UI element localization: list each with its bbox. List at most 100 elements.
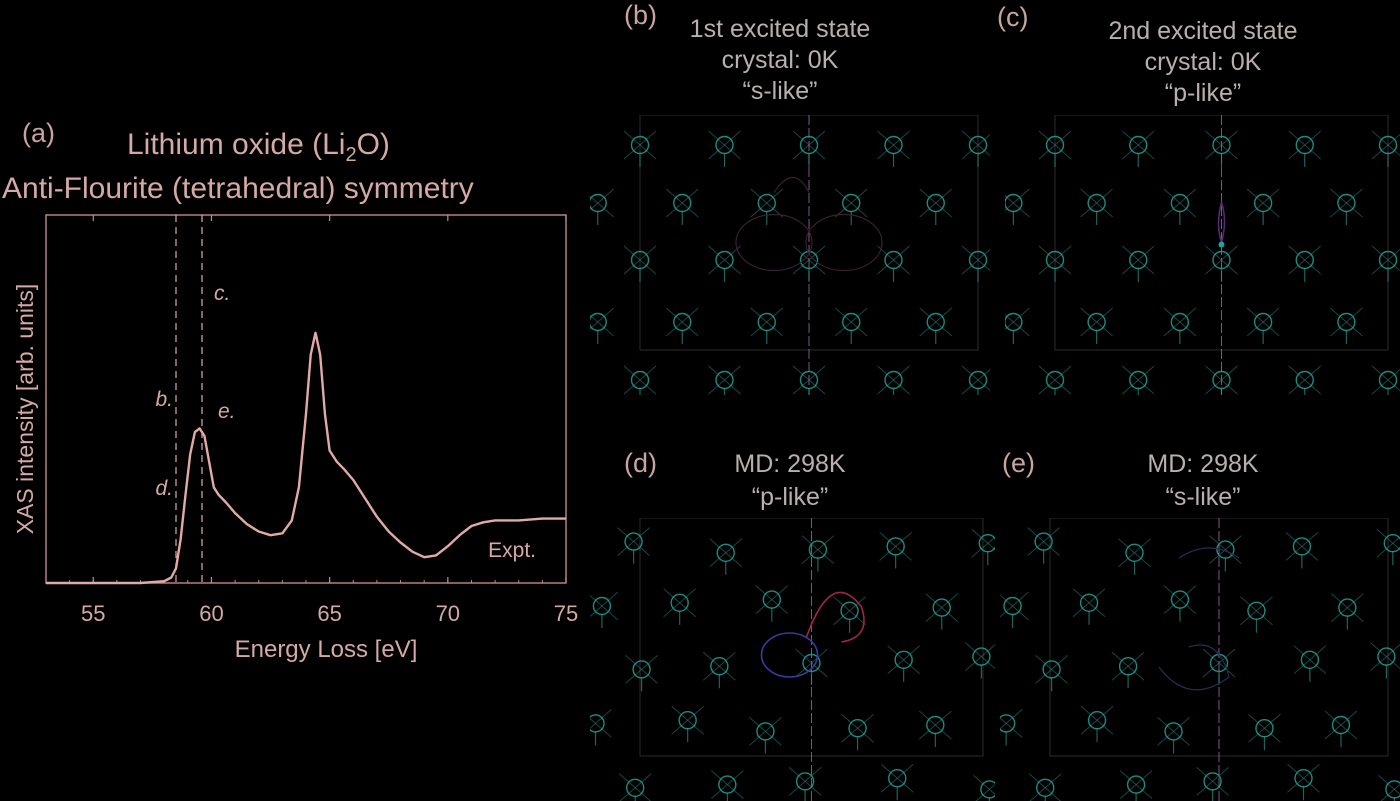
bond: [834, 321, 852, 337]
bond: [1005, 321, 1014, 330]
bond: [1288, 379, 1306, 395]
bond: [1196, 767, 1213, 782]
bond: [1370, 642, 1387, 657]
bond: [893, 144, 910, 160]
subplot-d-title: MD: 298K “p-like”: [665, 448, 915, 514]
bond: [708, 144, 725, 160]
atom: [1125, 543, 1144, 562]
bond: [977, 144, 990, 157]
bond: [1347, 593, 1364, 608]
bond: [1072, 588, 1090, 604]
bond: [1054, 144, 1072, 160]
atom: [630, 370, 650, 390]
bond: [792, 379, 810, 395]
bond: [1135, 784, 1153, 799]
bond: [1346, 321, 1363, 337]
bond: [708, 245, 725, 261]
bond: [665, 202, 683, 218]
bond: [808, 379, 826, 395]
bond: [981, 644, 995, 657]
bond: [1221, 379, 1238, 395]
bond: [1301, 546, 1319, 561]
bond: [893, 379, 910, 395]
bond: [857, 713, 874, 729]
bond: [896, 763, 914, 779]
bond: [1205, 144, 1222, 160]
bond: [681, 188, 699, 204]
atom: [592, 596, 612, 616]
bond: [1013, 307, 1030, 323]
bond: [1202, 648, 1220, 664]
bond: [850, 202, 868, 218]
atom: [1129, 370, 1148, 390]
panel-label-e: (e): [1002, 448, 1035, 478]
atom: [840, 601, 859, 621]
bond: [1027, 541, 1044, 556]
chart-title-line2: Anti-Flourite (tetrahedral) symmetry: [2, 172, 474, 205]
bond: [934, 710, 952, 726]
bond: [857, 727, 874, 743]
bond: [1127, 665, 1145, 681]
bond: [1309, 659, 1327, 675]
atom: [1383, 534, 1400, 553]
bond: [1080, 202, 1097, 218]
atom: [1005, 193, 1023, 213]
atom: [1003, 596, 1022, 616]
atom: [1337, 312, 1356, 332]
title-subscript: 2: [345, 144, 357, 166]
bond: [977, 248, 990, 261]
bond: [1005, 723, 1023, 738]
vline-label-d: d.: [155, 477, 173, 500]
vline-label-b: b.: [155, 388, 173, 411]
bond: [765, 731, 782, 746]
bond: [725, 538, 743, 554]
bond: [1119, 784, 1137, 799]
bond: [1304, 259, 1322, 275]
bond: [1196, 781, 1213, 796]
bond: [792, 130, 810, 146]
atom: [1295, 250, 1314, 270]
bond: [1248, 713, 1265, 729]
bond: [1371, 144, 1389, 160]
atom: [590, 714, 605, 733]
bond: [1134, 538, 1151, 554]
bond: [973, 775, 990, 790]
bond: [1179, 202, 1197, 218]
bond: [792, 259, 810, 275]
bond: [724, 379, 741, 395]
atom: [799, 135, 819, 155]
bond: [941, 593, 959, 608]
bond: [1080, 307, 1097, 323]
bond: [935, 307, 953, 323]
bond: [849, 596, 866, 612]
bond: [724, 245, 741, 261]
bond: [623, 259, 641, 275]
bond: [1293, 645, 1311, 661]
bond: [771, 599, 789, 614]
bond: [1331, 607, 1348, 622]
bond: [663, 602, 681, 618]
bond: [1371, 245, 1389, 261]
bond: [639, 379, 657, 395]
orbital-lobe: [805, 213, 883, 272]
bond: [1205, 365, 1222, 381]
bond: [1080, 719, 1098, 735]
bond: [1137, 365, 1155, 381]
bond: [1246, 307, 1264, 323]
bond: [1285, 532, 1303, 547]
bond: [1035, 669, 1052, 684]
atom: [1126, 775, 1146, 794]
bond: [1330, 307, 1347, 323]
bond: [1121, 130, 1139, 146]
bond: [766, 321, 784, 337]
bond: [833, 596, 850, 612]
bond: [641, 669, 658, 684]
bond: [1387, 144, 1400, 157]
atom: [842, 312, 861, 332]
bond: [727, 784, 744, 799]
atom: [1045, 135, 1065, 155]
bond: [1088, 602, 1106, 618]
bond: [1205, 130, 1222, 146]
bond: [1380, 789, 1395, 801]
subplot-b-line1: 1st excited state: [689, 15, 871, 43]
